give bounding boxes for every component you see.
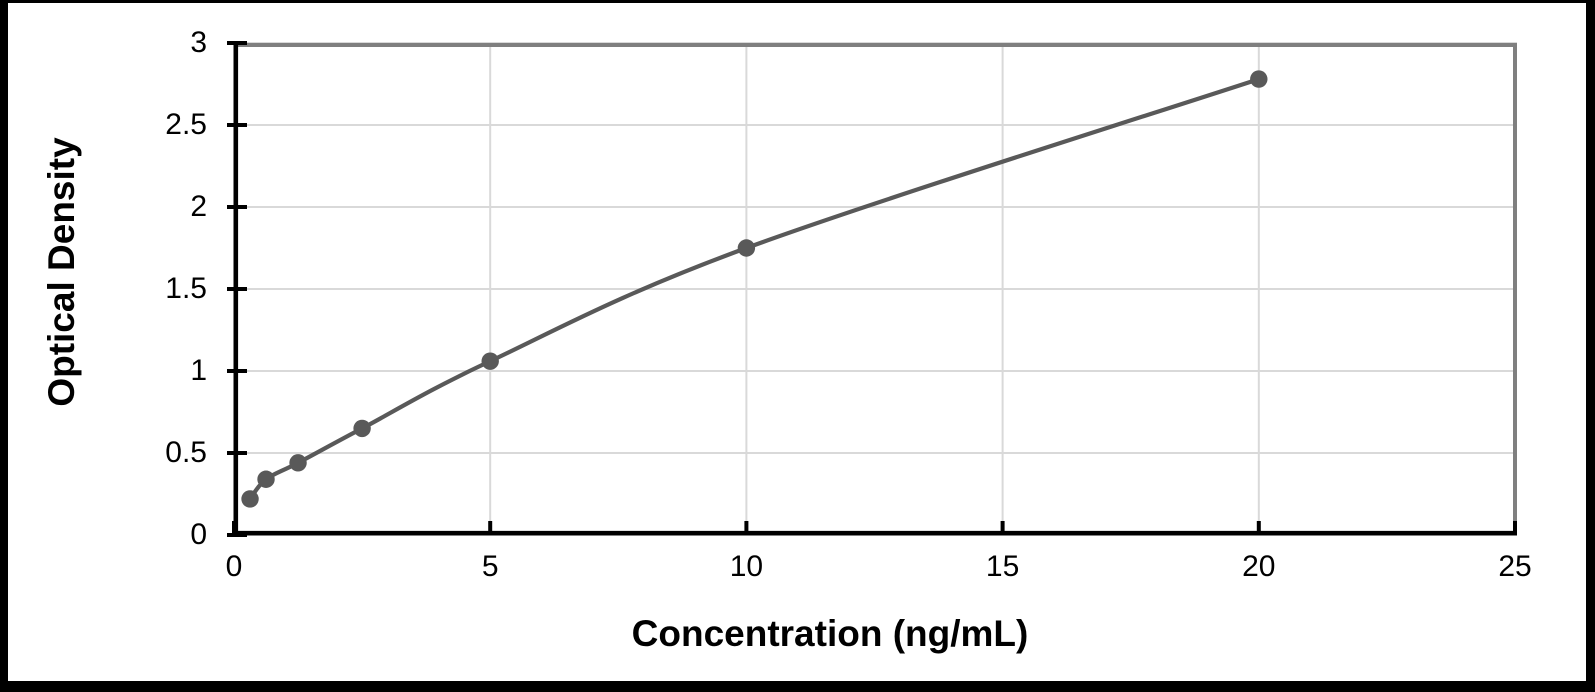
data-point-marker xyxy=(289,454,307,472)
x-axis-tick-label: 25 xyxy=(1498,550,1532,583)
x-axis-tick-label: 5 xyxy=(481,550,499,583)
x-axis-tick-label: 15 xyxy=(985,550,1020,583)
data-point-marker xyxy=(353,419,371,438)
y-axis-tick-label: 1 xyxy=(190,354,207,387)
y-axis-tick-label: 0 xyxy=(190,518,207,551)
x-axis-tick-label: 0 xyxy=(225,550,243,583)
data-point-marker xyxy=(737,239,756,257)
data-point-marker xyxy=(241,490,259,508)
y-axis-tick-label: 2 xyxy=(190,190,207,223)
x-axis-tick-label: 20 xyxy=(1242,550,1276,583)
y-axis-title: Optical Density xyxy=(40,137,82,407)
y-axis-tick-label: 0.5 xyxy=(165,436,207,469)
data-point-marker xyxy=(481,352,499,370)
y-axis-tick-label: 3 xyxy=(190,26,207,59)
data-point-marker xyxy=(1250,70,1268,88)
data-point-marker xyxy=(257,470,275,488)
x-axis-title: Concentration (ng/mL) xyxy=(631,613,1029,654)
y-axis-tick-label: 1.5 xyxy=(165,272,207,305)
x-axis-tick-label: 10 xyxy=(729,550,764,583)
y-axis-tick-label: 2.5 xyxy=(165,108,207,141)
